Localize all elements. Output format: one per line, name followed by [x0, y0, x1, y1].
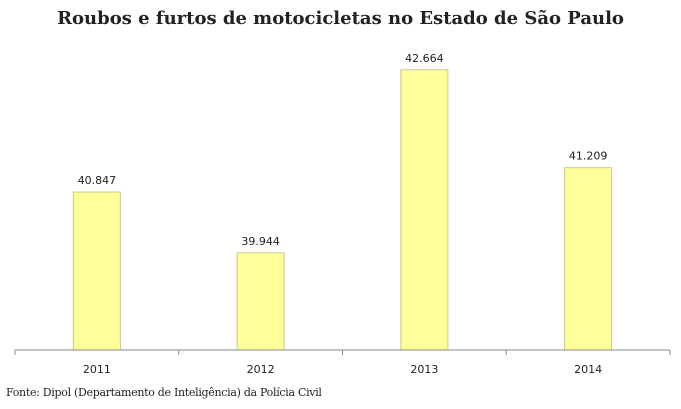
data-label-2011: 40.847 — [78, 174, 117, 187]
bar-2012 — [236, 252, 285, 351]
x-tick-label-2014: 2014 — [574, 363, 602, 376]
bar-2011 — [72, 191, 121, 351]
source-note: Fonte: Dipol (Departamento de Inteligênc… — [6, 386, 322, 399]
bar-2013 — [400, 69, 449, 351]
x-tick-label-2012: 2012 — [247, 363, 275, 376]
x-tick-label-2011: 2011 — [83, 363, 111, 376]
data-label-2012: 39.944 — [241, 235, 280, 248]
bar-2014 — [564, 167, 613, 351]
data-label-2013: 42.664 — [405, 52, 444, 65]
x-tick-label-2013: 2013 — [410, 363, 438, 376]
chart-title: Roubos e furtos de motocicletas no Estad… — [57, 8, 624, 29]
data-label-2014: 41.209 — [569, 150, 608, 163]
